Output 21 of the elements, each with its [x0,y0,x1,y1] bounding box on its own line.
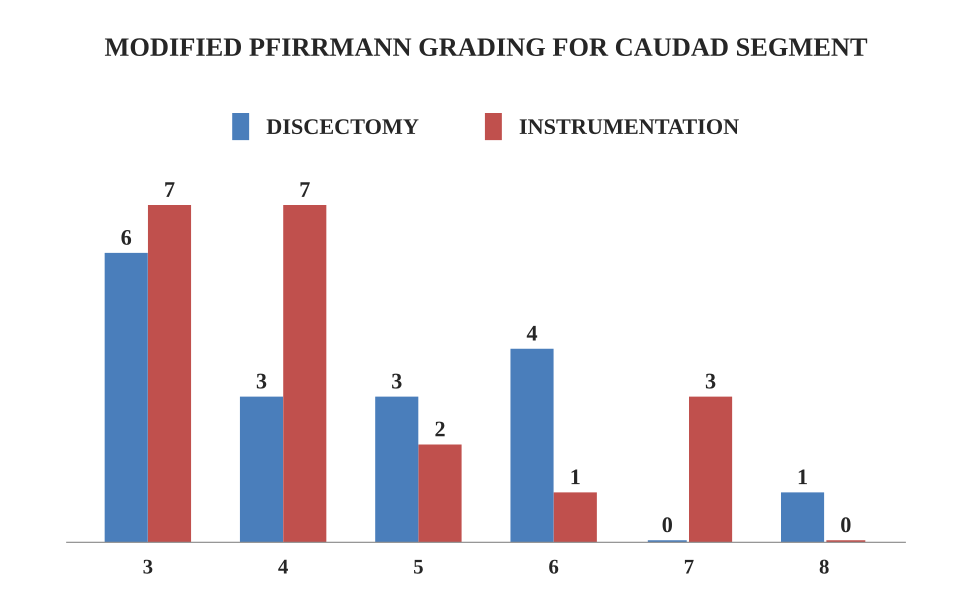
data-label: 6 [121,230,132,245]
x-tick-label: 3 [143,560,152,574]
data-label: 4 [526,326,538,340]
data-label: 7 [165,182,175,197]
data-label: 3 [392,374,402,389]
data-label: 2 [435,422,445,436]
data-label: 0 [662,517,672,532]
data-label: 1 [798,470,807,484]
data-label: 1 [572,470,580,484]
legend-label: INSTRUMENTATION [520,119,739,134]
data-label: 7 [300,182,310,197]
chart-title: MODIFIED PFIRRMANN GRADING FOR CAUDAD SEGMENT [104,38,868,56]
x-tick-label: 6 [549,560,558,574]
legend-label: DISCECTOMY [266,119,419,134]
x-tick-label: 5 [414,560,423,574]
x-tick-label: 4 [278,560,288,574]
x-tick-label: 8 [820,560,829,574]
data-label: 0 [841,517,851,532]
x-tick-label: 7 [684,560,694,574]
data-label: 3 [256,374,266,389]
data-label: 3 [706,374,716,389]
